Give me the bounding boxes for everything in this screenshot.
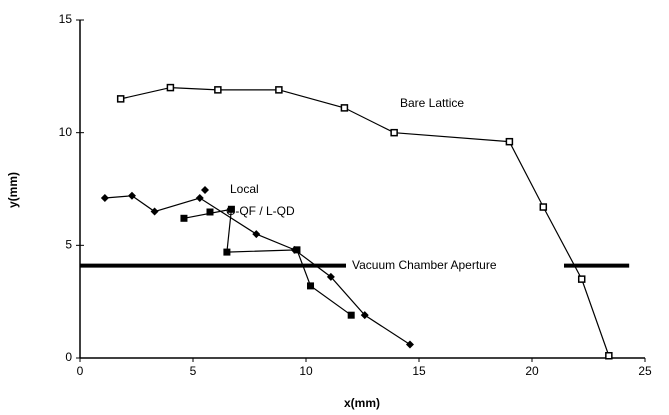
legend-marker bbox=[206, 208, 214, 216]
marker bbox=[223, 248, 231, 256]
x-axis-label: x(mm) bbox=[344, 396, 380, 410]
marker bbox=[100, 194, 109, 203]
legend-marker bbox=[201, 186, 209, 194]
y-tick-label: 5 bbox=[65, 238, 72, 252]
x-tick-label: 25 bbox=[638, 364, 652, 378]
marker bbox=[252, 230, 261, 239]
marker bbox=[307, 282, 315, 290]
marker bbox=[405, 340, 414, 349]
series-label: Vacuum Chamber Aperture bbox=[352, 258, 497, 272]
x-tick-label: 15 bbox=[412, 364, 426, 378]
marker bbox=[275, 86, 283, 94]
x-tick-label: 5 bbox=[190, 364, 197, 378]
marker bbox=[326, 272, 335, 281]
marker bbox=[166, 83, 175, 92]
marker bbox=[340, 104, 349, 112]
marker bbox=[293, 246, 301, 254]
y-tick-label: 10 bbox=[59, 125, 73, 139]
y-tick-label: 15 bbox=[59, 12, 73, 26]
marker bbox=[127, 191, 136, 200]
x-tick-label: 20 bbox=[525, 364, 539, 378]
x-tick-label: 10 bbox=[299, 364, 313, 378]
x-tick-label: 0 bbox=[77, 364, 84, 378]
marker bbox=[577, 275, 586, 283]
marker bbox=[195, 194, 204, 203]
legend-label: Local bbox=[230, 182, 259, 196]
y-axis-label: y(mm) bbox=[6, 172, 20, 208]
marker bbox=[390, 128, 398, 137]
marker bbox=[180, 214, 188, 222]
marker bbox=[214, 86, 222, 94]
series-line bbox=[183, 208, 352, 316]
marker bbox=[227, 205, 235, 213]
marker bbox=[505, 137, 514, 146]
series-label: Bare Lattice bbox=[400, 96, 464, 110]
marker bbox=[605, 351, 613, 360]
label-background bbox=[346, 257, 564, 274]
y-tick-label: 0 bbox=[65, 350, 72, 364]
marker bbox=[150, 207, 159, 216]
series-line bbox=[120, 86, 610, 356]
marker bbox=[347, 311, 355, 319]
marker bbox=[360, 311, 369, 320]
legend-label: G-QF / L-QD bbox=[226, 204, 295, 218]
marker bbox=[116, 95, 125, 103]
marker bbox=[539, 203, 548, 211]
